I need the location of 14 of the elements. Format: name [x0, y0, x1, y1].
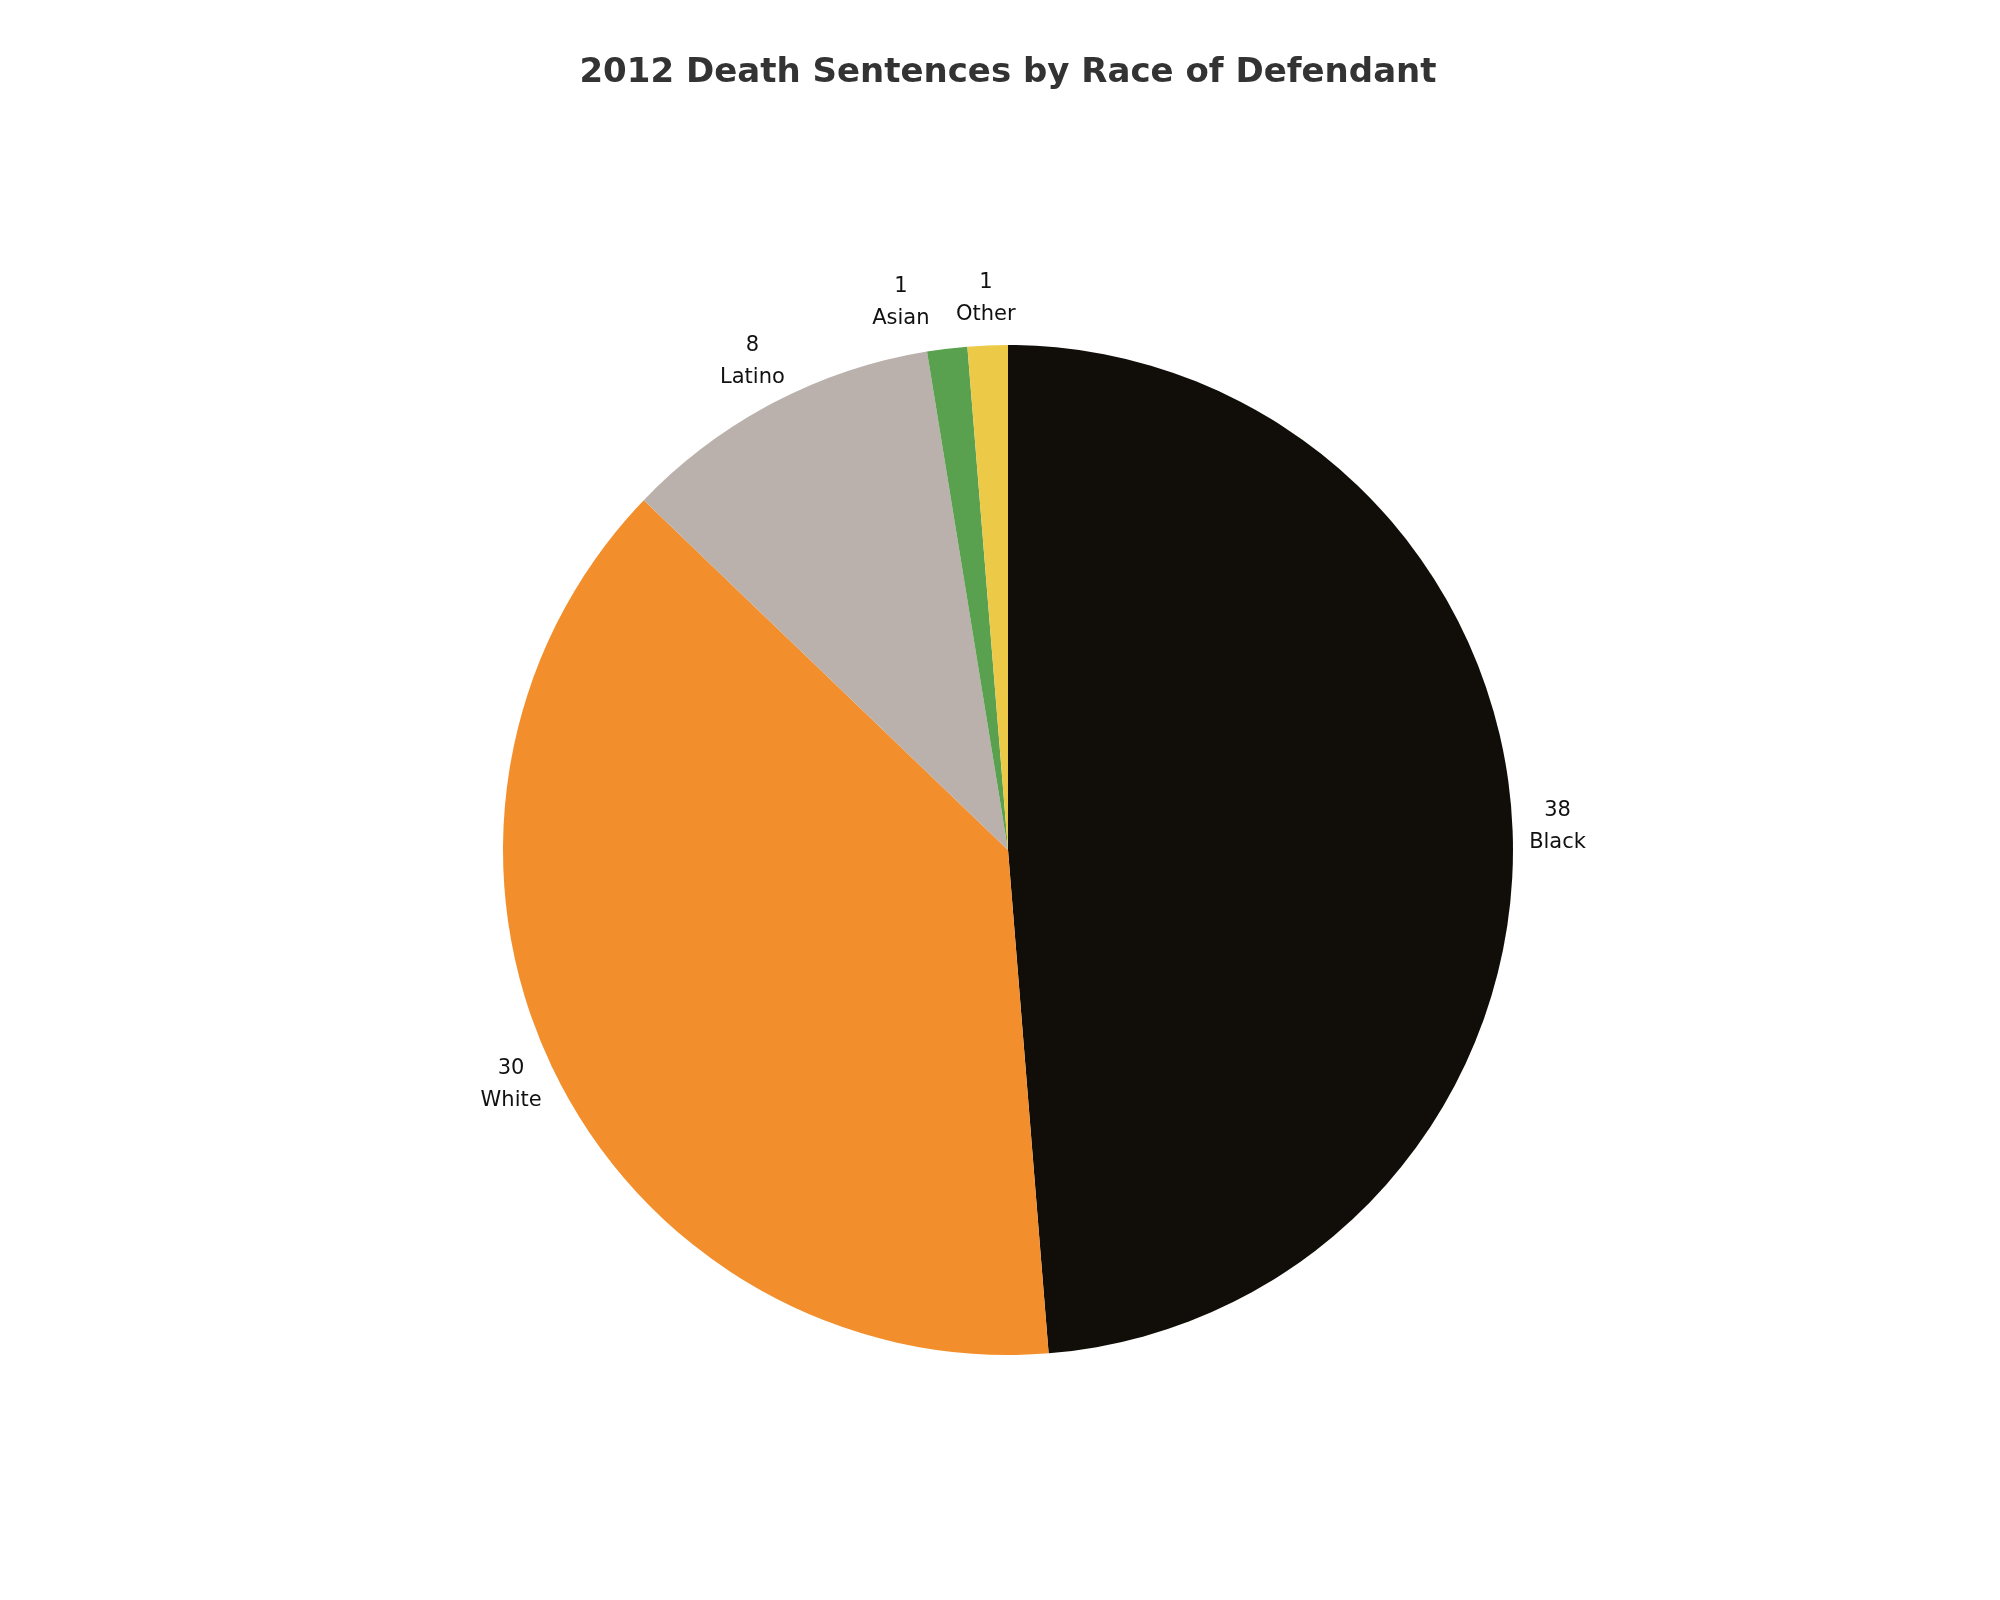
pie-slice	[1008, 345, 1513, 1354]
slice-label: Latino	[720, 364, 785, 388]
slice-label: Asian	[872, 305, 930, 330]
data-label: 1	[894, 273, 908, 298]
slice-label: Black	[1529, 828, 1587, 853]
data-label: 8	[745, 332, 760, 356]
slice-label: White	[480, 1086, 542, 1111]
data-label: 38	[1544, 796, 1571, 821]
chart-title: 2012 Death Sentences by Race of Defendant	[579, 50, 1437, 90]
data-label: 1	[979, 269, 993, 294]
pie-slice	[926, 346, 1008, 850]
slice-label: Other	[956, 301, 1017, 326]
data-label: 30	[497, 1054, 525, 1079]
pie-slice	[643, 351, 1008, 850]
